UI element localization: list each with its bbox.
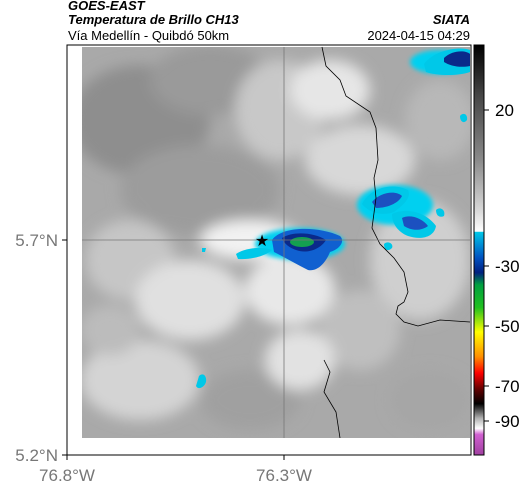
region-subtitle: Vía Medellín - Quibdó 50km (68, 28, 230, 43)
colorbar-label: -50 (495, 317, 520, 336)
colorbar-label: -70 (495, 377, 520, 396)
product-title: Temperatura de Brillo CH13 (68, 12, 239, 27)
y-tick-label: 5.2°N (15, 446, 58, 465)
department-boundary (321, 46, 471, 327)
satellite-title: GOES-EAST (68, 0, 145, 13)
x-tick-label: 76.8°W (39, 466, 95, 485)
datetime-label: 2024-04-15 04:29 (367, 28, 470, 43)
x-tick-label: 76.3°W (256, 466, 312, 485)
org-label: SIATA (432, 12, 470, 27)
colorbar-label: -30 (495, 257, 520, 276)
colorbar-label: 20 (495, 101, 514, 120)
colorbar (473, 44, 485, 456)
location-star-icon: ★ (255, 231, 269, 250)
department-boundary-south (323, 359, 341, 439)
y-tick-label: 5.7°N (15, 231, 58, 250)
satellite-image (82, 47, 470, 438)
colorbar-label: -90 (495, 412, 520, 431)
